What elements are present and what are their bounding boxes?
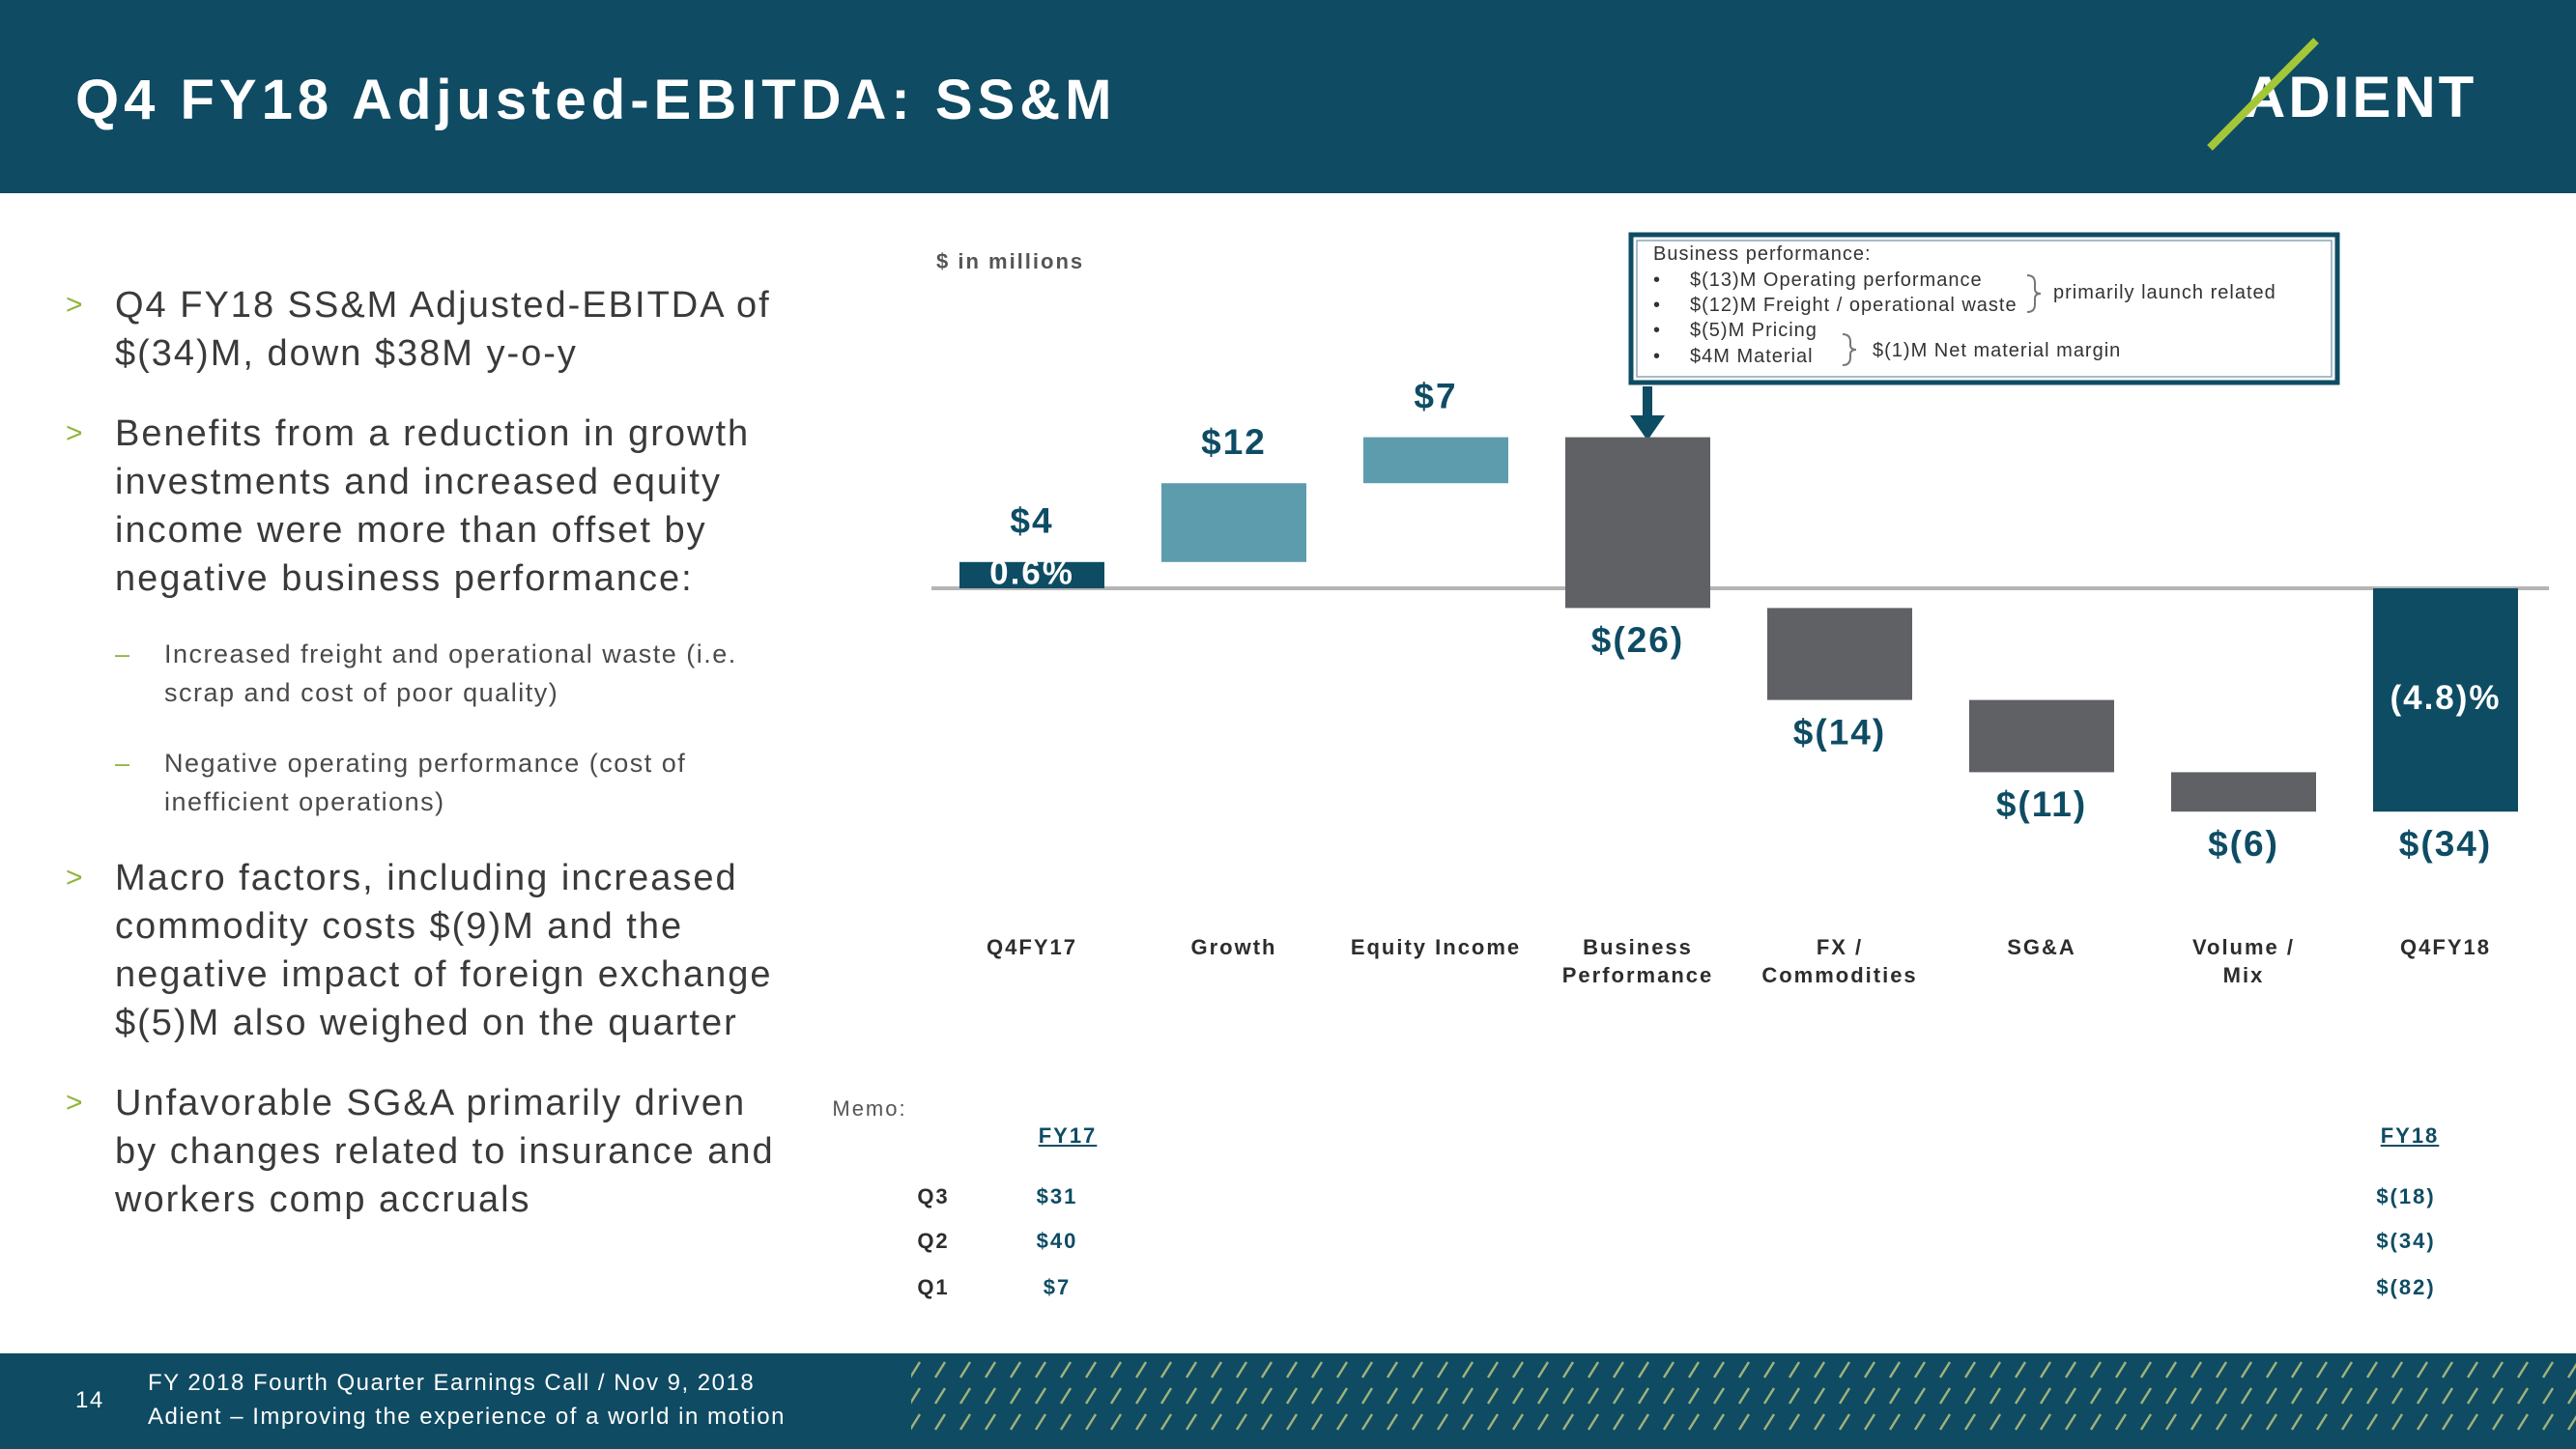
bullet-dot: • [1653, 270, 1662, 291]
bullet-dot: • [1653, 320, 1662, 341]
bullet-text: Benefits from a reduction in growth inve… [66, 410, 791, 603]
slide-title: Q4 FY18 Adjusted-EBITDA: SS&M [75, 69, 1117, 131]
callout-item: $4M Material [1690, 346, 1814, 367]
memo-label: Memo: [832, 1096, 907, 1121]
annotation: 0.6% [989, 554, 1074, 592]
callout-box [1628, 232, 2340, 385]
callout-item: $(5)M Pricing [1690, 320, 1818, 341]
x-tick-label: FX / Commodities [1761, 935, 1918, 987]
value-label: $4 [1010, 501, 1053, 541]
memo-value: $7 [1043, 1275, 1072, 1299]
bullet-text: Macro factors, including increased commo… [66, 854, 791, 1047]
memo-value: $(18) [2376, 1184, 2436, 1208]
value-label: $(11) [1996, 784, 2087, 824]
sub-bullet-text: Negative operating performance (cost of … [115, 744, 802, 821]
footer-pattern [911, 1360, 2576, 1439]
bar [1161, 483, 1306, 562]
logo-slash [2207, 38, 2319, 151]
header-bar [0, 0, 2576, 193]
x-tick-label: Equity Income [1350, 935, 1522, 959]
x-tick-label: SG&A [2007, 935, 2076, 959]
callout-inner [1636, 240, 2333, 378]
bullet-dot: • [1653, 346, 1662, 367]
callout-item: $(13)M Operating performance [1690, 270, 1983, 291]
sub-bullet-text: Increased freight and operational waste … [115, 635, 802, 712]
callout-item: $(12)M Freight / operational waste [1690, 295, 2018, 316]
memo-value: $31 [1036, 1184, 1078, 1208]
value-label: $(34) [2399, 824, 2492, 864]
bar [1969, 699, 2114, 773]
x-tick-label: Volume / Mix [2191, 935, 2296, 987]
bar [1767, 608, 1912, 700]
page-number: 14 [75, 1387, 104, 1413]
annotation: (4.8)% [2390, 679, 2501, 717]
value-label: $(26) [1591, 620, 1684, 660]
bullet-text: Q4 FY18 SS&M Adjusted-EBITDA of $(34)M, … [66, 281, 791, 378]
x-tick-label: Growth [1190, 935, 1277, 959]
bracket [1842, 333, 1857, 366]
x-tick-label: Q4FY17 [987, 935, 1077, 959]
memo-value: $(82) [2376, 1275, 2436, 1299]
bar [959, 561, 1104, 588]
value-label: $7 [1414, 376, 1457, 415]
bracket [2026, 274, 2042, 313]
bullet-dot: • [1653, 295, 1662, 316]
memo-column: FY18 [2380, 1123, 2440, 1148]
memo-row-label: Q2 [917, 1229, 950, 1253]
footer-line: FY 2018 Fourth Quarter Earnings Call / N… [148, 1370, 756, 1396]
callout-note: primarily launch related [2053, 282, 2276, 303]
bar [2171, 772, 2316, 812]
callout-title: Business performance: [1653, 243, 1872, 265]
memo-row-label: Q3 [917, 1184, 950, 1208]
memo-value: $(34) [2376, 1229, 2436, 1253]
memo-column: FY17 [1038, 1123, 1098, 1148]
memo-value: $40 [1036, 1229, 1078, 1253]
x-tick-label: Q4FY18 [2400, 935, 2491, 959]
bullet-text: Unfavorable SG&A primarily driven by cha… [66, 1079, 791, 1224]
footer-line: Adient – Improving the experience of a w… [148, 1404, 786, 1430]
value-label: $(6) [2208, 824, 2279, 864]
callout-arrowhead [1630, 415, 1665, 440]
x-tick-label: Business Performance [1561, 935, 1714, 987]
bar [1565, 437, 1710, 609]
callout-note: $(1)M Net material margin [1873, 340, 2122, 361]
value-label: $12 [1201, 422, 1267, 462]
value-label: $(14) [1793, 712, 1886, 752]
memo-row-label: Q1 [917, 1275, 950, 1299]
bar [1363, 437, 1508, 484]
bar [2373, 588, 2518, 812]
unit-label: $ in millions [936, 249, 1084, 273]
